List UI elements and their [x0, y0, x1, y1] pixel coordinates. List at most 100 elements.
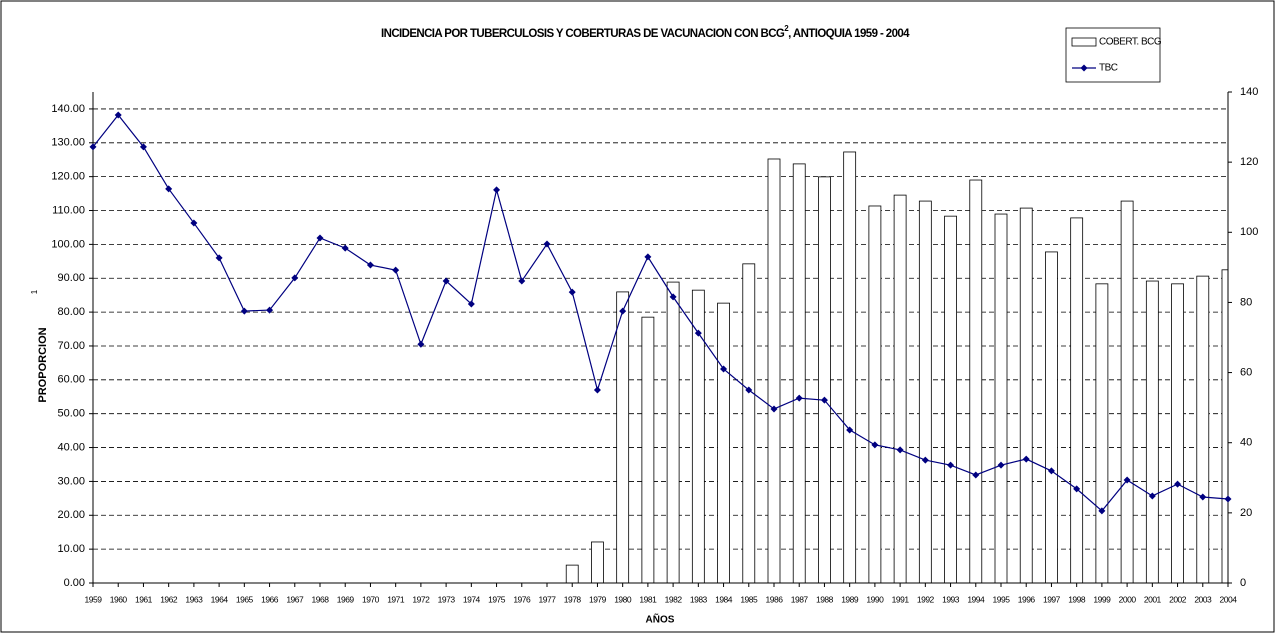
line-marker: [921, 456, 929, 464]
x-tick-label: 2003: [1194, 594, 1212, 604]
bar: [1221, 269, 1229, 584]
x-tick-label: 1968: [312, 594, 330, 604]
y-tick-label: 30.00: [57, 475, 85, 487]
line-marker: [1148, 492, 1156, 500]
line-marker: [215, 254, 223, 262]
line-marker: [1174, 480, 1182, 488]
y2-tick-label: 0: [1240, 577, 1246, 589]
bar: [868, 205, 882, 584]
bar: [767, 158, 781, 584]
x-tick-label: 1992: [917, 594, 935, 604]
y-tick-label: 60.00: [57, 374, 85, 386]
line-marker: [1073, 485, 1081, 493]
line-marker: [341, 244, 349, 252]
x-tick-label: 1994: [967, 594, 985, 604]
line-marker: [720, 365, 728, 373]
x-tick-label: 1961: [135, 594, 153, 604]
x-tick-label: 1983: [690, 594, 708, 604]
y-tick-label: 20.00: [57, 509, 85, 521]
x-tick-label: 2002: [1169, 594, 1187, 604]
line-marker: [795, 394, 803, 402]
x-tick-label: 1986: [766, 594, 784, 604]
bar: [742, 263, 756, 584]
line-marker: [1098, 507, 1106, 515]
x-tick-label: 1996: [1018, 594, 1036, 604]
line-marker: [1224, 495, 1232, 503]
line-marker: [366, 261, 374, 269]
line-marker: [1199, 493, 1207, 501]
y-tick-label: 0.00: [64, 577, 85, 589]
x-tick-label: 2000: [1119, 594, 1137, 604]
x-tick-label: 1993: [942, 594, 960, 604]
y2-tick-label: 60: [1240, 366, 1252, 378]
line-marker: [114, 111, 122, 119]
line-marker: [266, 306, 274, 314]
x-tick-label: 1972: [412, 594, 430, 604]
title-end: , ANTIOQUIA 1959 - 2004: [788, 28, 910, 40]
x-tick-label: 1998: [1068, 594, 1086, 604]
line-marker: [997, 461, 1005, 469]
y-tick-label: 120.00: [51, 171, 85, 183]
y2-tick-label: 80: [1240, 296, 1252, 308]
bar: [591, 541, 604, 584]
line-marker: [644, 253, 652, 261]
bar: [565, 564, 579, 584]
x-tick-label: 1962: [160, 594, 178, 604]
line-marker: [543, 240, 551, 248]
bar: [918, 200, 932, 584]
line-marker: [291, 274, 299, 282]
x-tick-label: 1960: [110, 594, 128, 604]
x-tick-label: 2001: [1144, 594, 1162, 604]
x-axis-title: AÑOS: [646, 613, 675, 626]
legend-label: TBC: [1099, 63, 1118, 74]
y-tick-label: 130.00: [51, 137, 85, 149]
y-tick-label: 100.00: [51, 238, 85, 250]
y-tick-label: 140.00: [51, 103, 85, 115]
x-tick-label: 1985: [740, 594, 758, 604]
x-tick-label: 1971: [387, 594, 405, 604]
bar: [641, 316, 655, 584]
bar: [843, 151, 857, 584]
x-tick-label: 1976: [513, 594, 531, 604]
y-tick-label: 40.00: [57, 441, 85, 453]
bar: [616, 291, 630, 584]
x-tick-label: 1980: [614, 594, 632, 604]
bar: [893, 194, 907, 584]
line: [92, 114, 1229, 512]
x-tick-label: 1975: [488, 594, 506, 604]
line-marker: [694, 329, 702, 337]
y2-tick-label: 20: [1240, 507, 1252, 519]
legend-marker: [1080, 64, 1088, 72]
x-tick-label: 1995: [993, 594, 1011, 604]
bar: [1120, 200, 1134, 584]
x-tick-label: 1990: [866, 594, 884, 604]
bar: [1145, 280, 1159, 584]
line-marker: [417, 340, 425, 348]
x-tick-label: 1997: [1043, 594, 1061, 604]
x-tick-label: 1974: [463, 594, 481, 604]
line-marker: [442, 277, 450, 285]
y-axis-title: PROPORCION: [37, 327, 49, 402]
line-marker: [896, 446, 904, 454]
y2-tick-label: 100: [1240, 226, 1258, 238]
line-marker: [467, 300, 475, 308]
line-marker: [240, 307, 248, 315]
line-marker: [846, 426, 854, 434]
y-axis-note: 1: [30, 289, 39, 294]
line-marker: [770, 405, 778, 413]
y2-tick-label: 120: [1240, 156, 1258, 168]
y-tick-label: 70.00: [57, 340, 85, 352]
bar: [666, 281, 680, 584]
y-tick-label: 50.00: [57, 408, 85, 420]
x-tick-label: 1999: [1093, 594, 1111, 604]
bar: [1171, 283, 1184, 584]
line-marker: [89, 143, 97, 151]
bar: [1019, 207, 1033, 584]
x-tick-label: 1970: [362, 594, 380, 604]
x-tick-label: 1989: [841, 594, 859, 604]
x-tick-label: 1964: [211, 594, 229, 604]
line-marker: [493, 186, 501, 194]
line-marker: [669, 293, 677, 301]
x-tick-label: 1963: [185, 594, 203, 604]
